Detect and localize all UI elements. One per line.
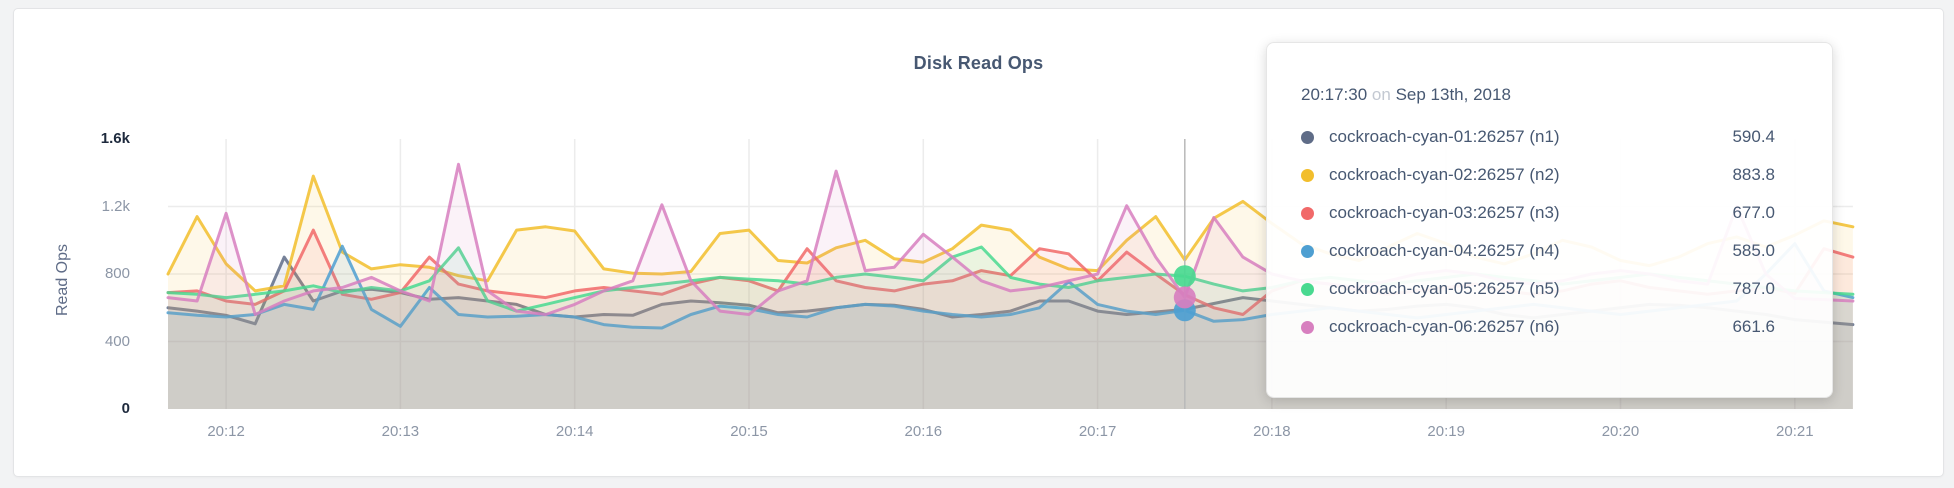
x-tick-label: 20:13 xyxy=(381,423,420,440)
hover-dot-n6 xyxy=(1173,286,1196,309)
tooltip-series-name: cockroach-cyan-01:26257 (n1) xyxy=(1329,127,1560,146)
x-tick-label: 20:15 xyxy=(730,423,768,440)
series-color-dot-icon xyxy=(1301,320,1314,334)
x-tick-label: 20:17 xyxy=(1078,423,1117,440)
series-color-dot-icon xyxy=(1301,130,1314,144)
series-color-dot-icon xyxy=(1301,244,1314,258)
y-tick-label: 400 xyxy=(104,332,130,350)
hover-tooltip: 20:17:30 on Sep 13th, 2018 cockroach-cya… xyxy=(1266,42,1833,398)
tooltip-series-value: 590.4 xyxy=(1732,127,1775,146)
tooltip-header: 20:17:30 on Sep 13th, 2018 xyxy=(1301,85,1798,109)
y-tick-label: 1.2k xyxy=(101,197,130,215)
tooltip-row: cockroach-cyan-04:26257 (n4) 585.0 xyxy=(1301,232,1798,270)
tooltip-series-name: cockroach-cyan-02:26257 (n2) xyxy=(1329,165,1560,184)
tooltip-time: 20:17:30 xyxy=(1301,85,1368,104)
tooltip-series-value: 661.6 xyxy=(1732,317,1775,336)
tooltip-series-name: cockroach-cyan-03:26257 (n3) xyxy=(1329,203,1560,222)
tooltip-series-value: 787.0 xyxy=(1732,279,1775,298)
tooltip-series-value: 883.8 xyxy=(1732,165,1775,184)
x-tick-label: 20:14 xyxy=(555,423,594,440)
y-tick-label: 800 xyxy=(104,265,130,282)
tooltip-row: cockroach-cyan-05:26257 (n5) 787.0 xyxy=(1301,270,1798,308)
x-tick-label: 20:19 xyxy=(1427,423,1465,440)
tooltip-on-word: on xyxy=(1371,85,1391,104)
tooltip-series-value: 677.0 xyxy=(1732,203,1775,222)
y-tick-label: 1.6k xyxy=(100,130,130,147)
tooltip-date: Sep 13th, 2018 xyxy=(1395,85,1511,104)
x-tick-label: 20:18 xyxy=(1253,423,1291,440)
tooltip-row: cockroach-cyan-03:26257 (n3) 677.0 xyxy=(1301,194,1798,232)
tooltip-row: cockroach-cyan-02:26257 (n2) 883.8 xyxy=(1301,156,1798,194)
series-color-dot-icon xyxy=(1301,168,1314,182)
chart-title: Disk Read Ops xyxy=(913,53,1044,73)
x-tick-label: 20:21 xyxy=(1776,423,1814,440)
series-color-dot-icon xyxy=(1301,206,1314,220)
tooltip-series-name: cockroach-cyan-04:26257 (n4) xyxy=(1329,241,1560,260)
series-color-dot-icon xyxy=(1301,282,1314,296)
x-tick-label: 20:20 xyxy=(1601,423,1640,440)
y-tick-label: 0 xyxy=(121,400,130,417)
tooltip-rows: cockroach-cyan-01:26257 (n1) 590.4 cockroa… xyxy=(1301,118,1798,346)
x-tick-label: 20:16 xyxy=(904,423,943,440)
tooltip-row: cockroach-cyan-01:26257 (n1) 590.4 xyxy=(1301,118,1798,156)
tooltip-series-name: cockroach-cyan-05:26257 (n5) xyxy=(1329,279,1560,298)
tooltip-row: cockroach-cyan-06:26257 (n6) 661.6 xyxy=(1301,308,1798,346)
hover-dot-n5 xyxy=(1173,265,1196,288)
x-tick-label: 20:12 xyxy=(207,423,245,440)
tooltip-series-value: 585.0 xyxy=(1732,241,1775,260)
tooltip-series-name: cockroach-cyan-06:26257 (n6) xyxy=(1329,317,1560,336)
